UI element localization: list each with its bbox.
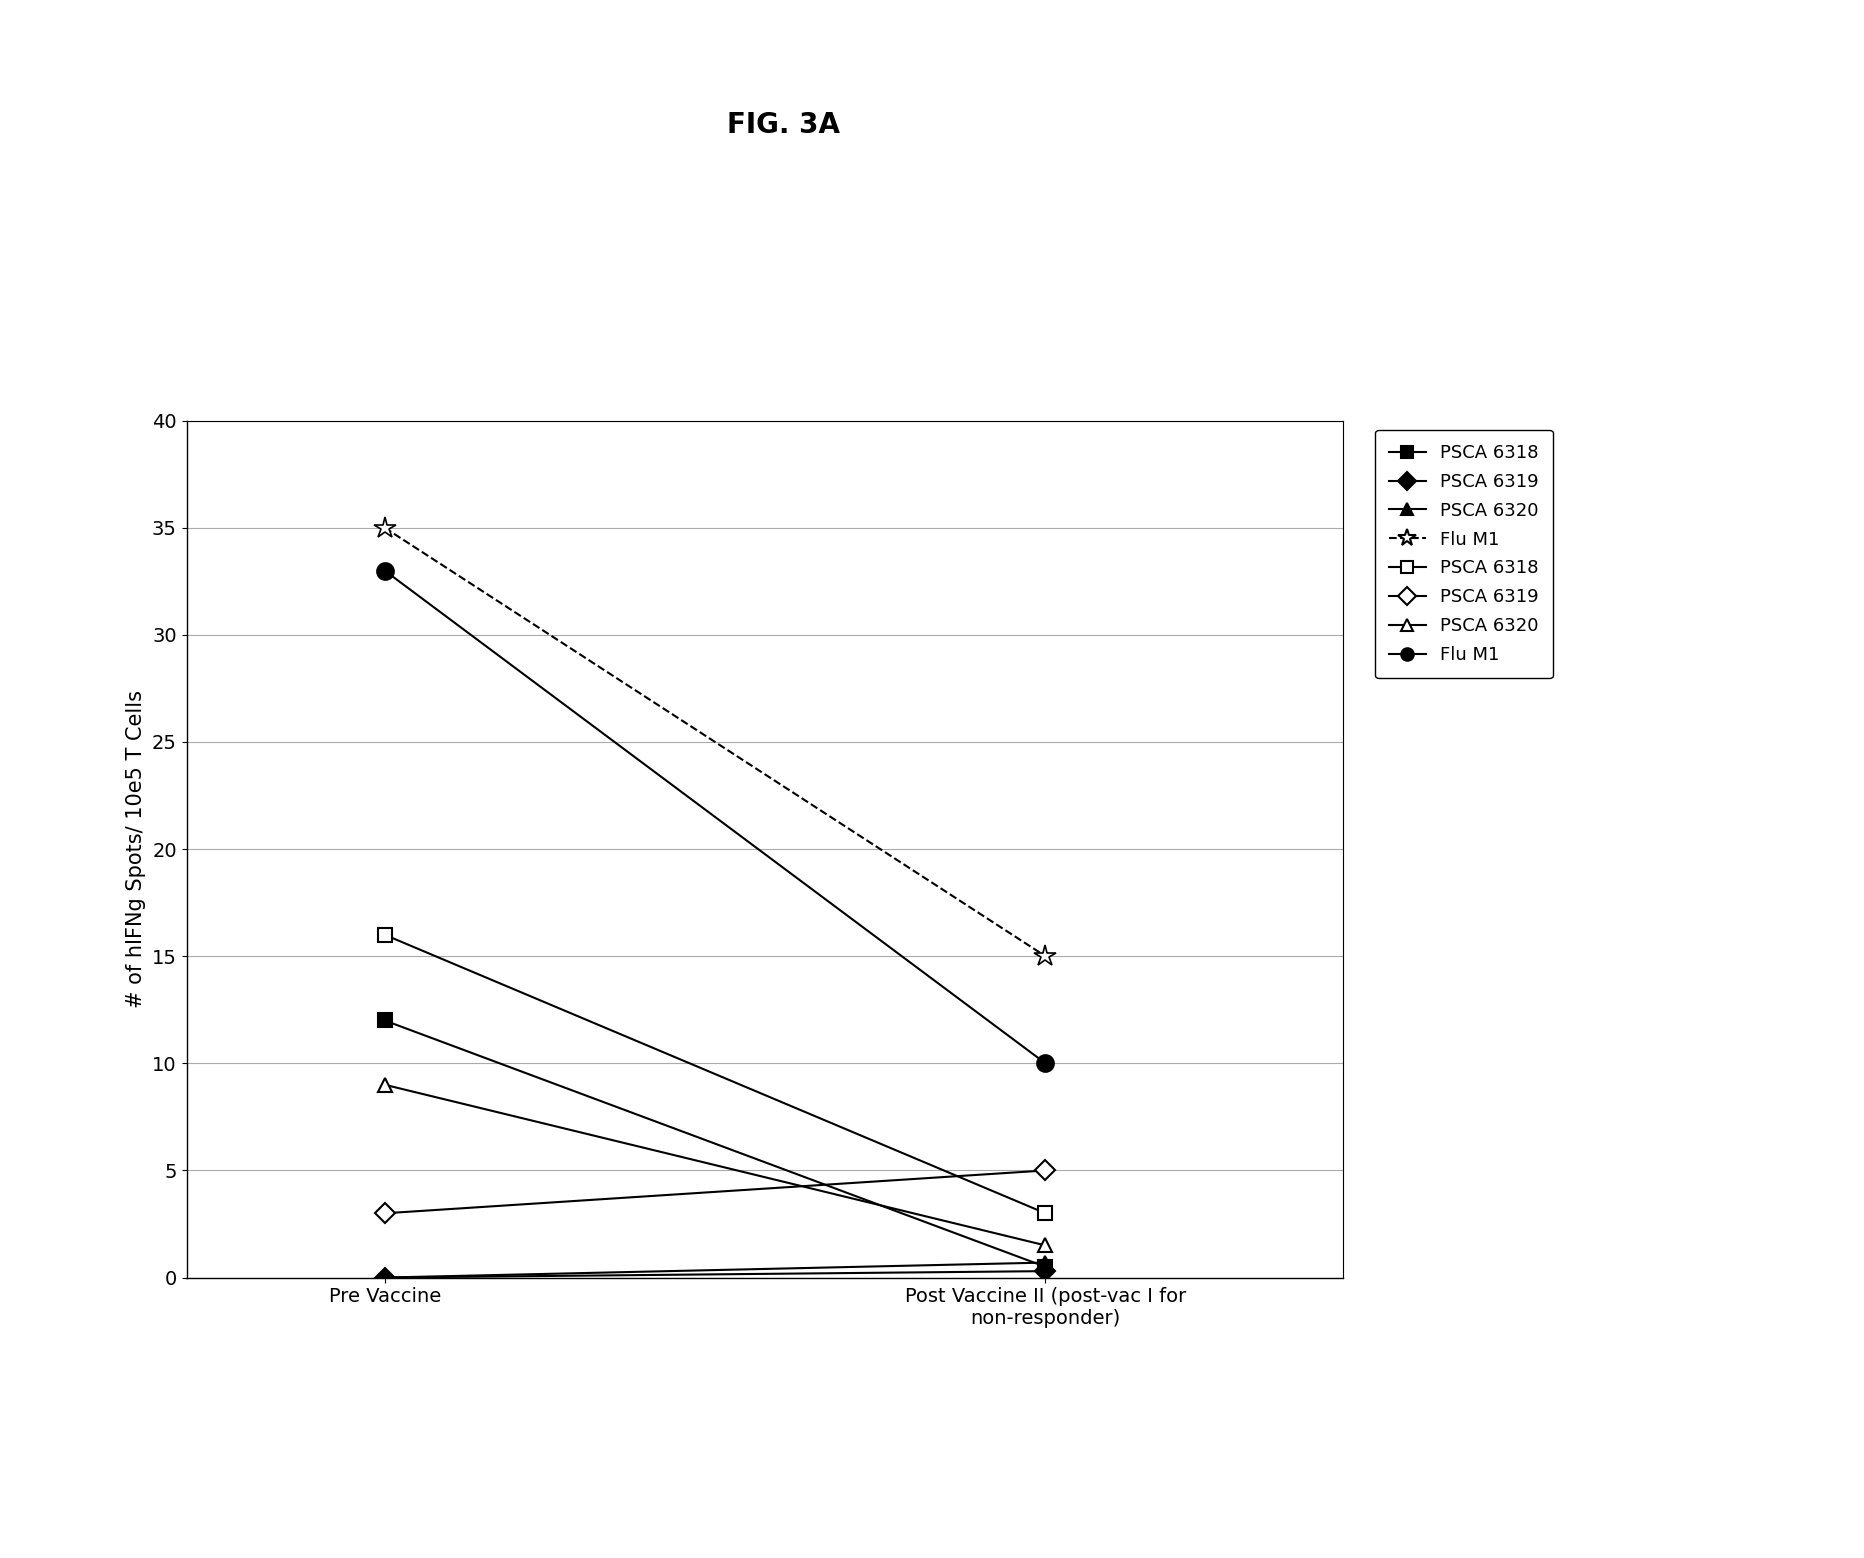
Y-axis label: # of hIFNg Spots/ 10e5 T Cells: # of hIFNg Spots/ 10e5 T Cells xyxy=(127,690,145,1008)
Text: FIG. 3A: FIG. 3A xyxy=(727,111,839,139)
Legend: PSCA 6318, PSCA 6319, PSCA 6320, Flu M1, PSCA 6318, PSCA 6319, PSCA 6320, Flu M1: PSCA 6318, PSCA 6319, PSCA 6320, Flu M1,… xyxy=(1374,430,1553,678)
